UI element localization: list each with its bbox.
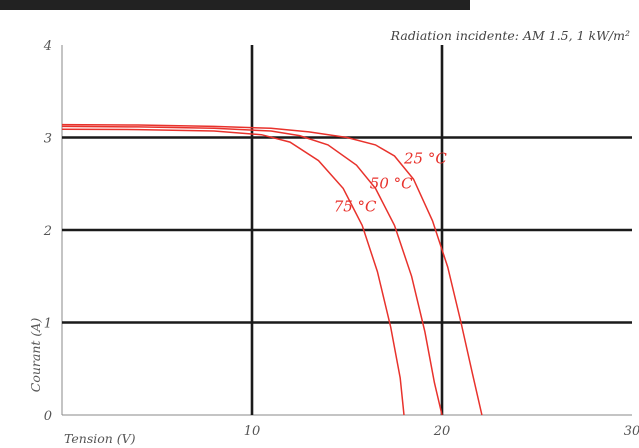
- series-label-0: 25 °C: [403, 149, 447, 167]
- x-tick-label: 20: [433, 424, 451, 439]
- y-tick-label: 4: [43, 39, 52, 54]
- y-tick-label: 3: [44, 132, 52, 147]
- series-labels: 25 °C 50 °C 75 °C: [334, 149, 448, 215]
- x-tick-label: 10: [244, 424, 261, 439]
- series-line-0: [61, 123, 483, 416]
- series-line-2: [61, 128, 405, 416]
- y-tick-label: 0: [44, 409, 52, 424]
- tick-labels: 0 1 2 3 4 10 20 30: [43, 39, 639, 439]
- series-line-1: [61, 125, 443, 416]
- series-lines: [61, 123, 483, 416]
- gridlines: [62, 45, 632, 415]
- series-label-2: 75 °C: [334, 198, 377, 216]
- header-band: [0, 0, 470, 10]
- x-axis-label: Tension (V): [64, 431, 136, 446]
- chart-title: Radiation incidente: AM 1.5, 1 kW/m²: [390, 28, 630, 43]
- y-tick-label: 2: [43, 224, 52, 239]
- y-axis-label: Courant (A): [28, 318, 43, 393]
- x-tick-label: 30: [624, 424, 639, 439]
- series-label-1: 50 °C: [370, 174, 413, 192]
- y-tick-label: 1: [44, 317, 52, 332]
